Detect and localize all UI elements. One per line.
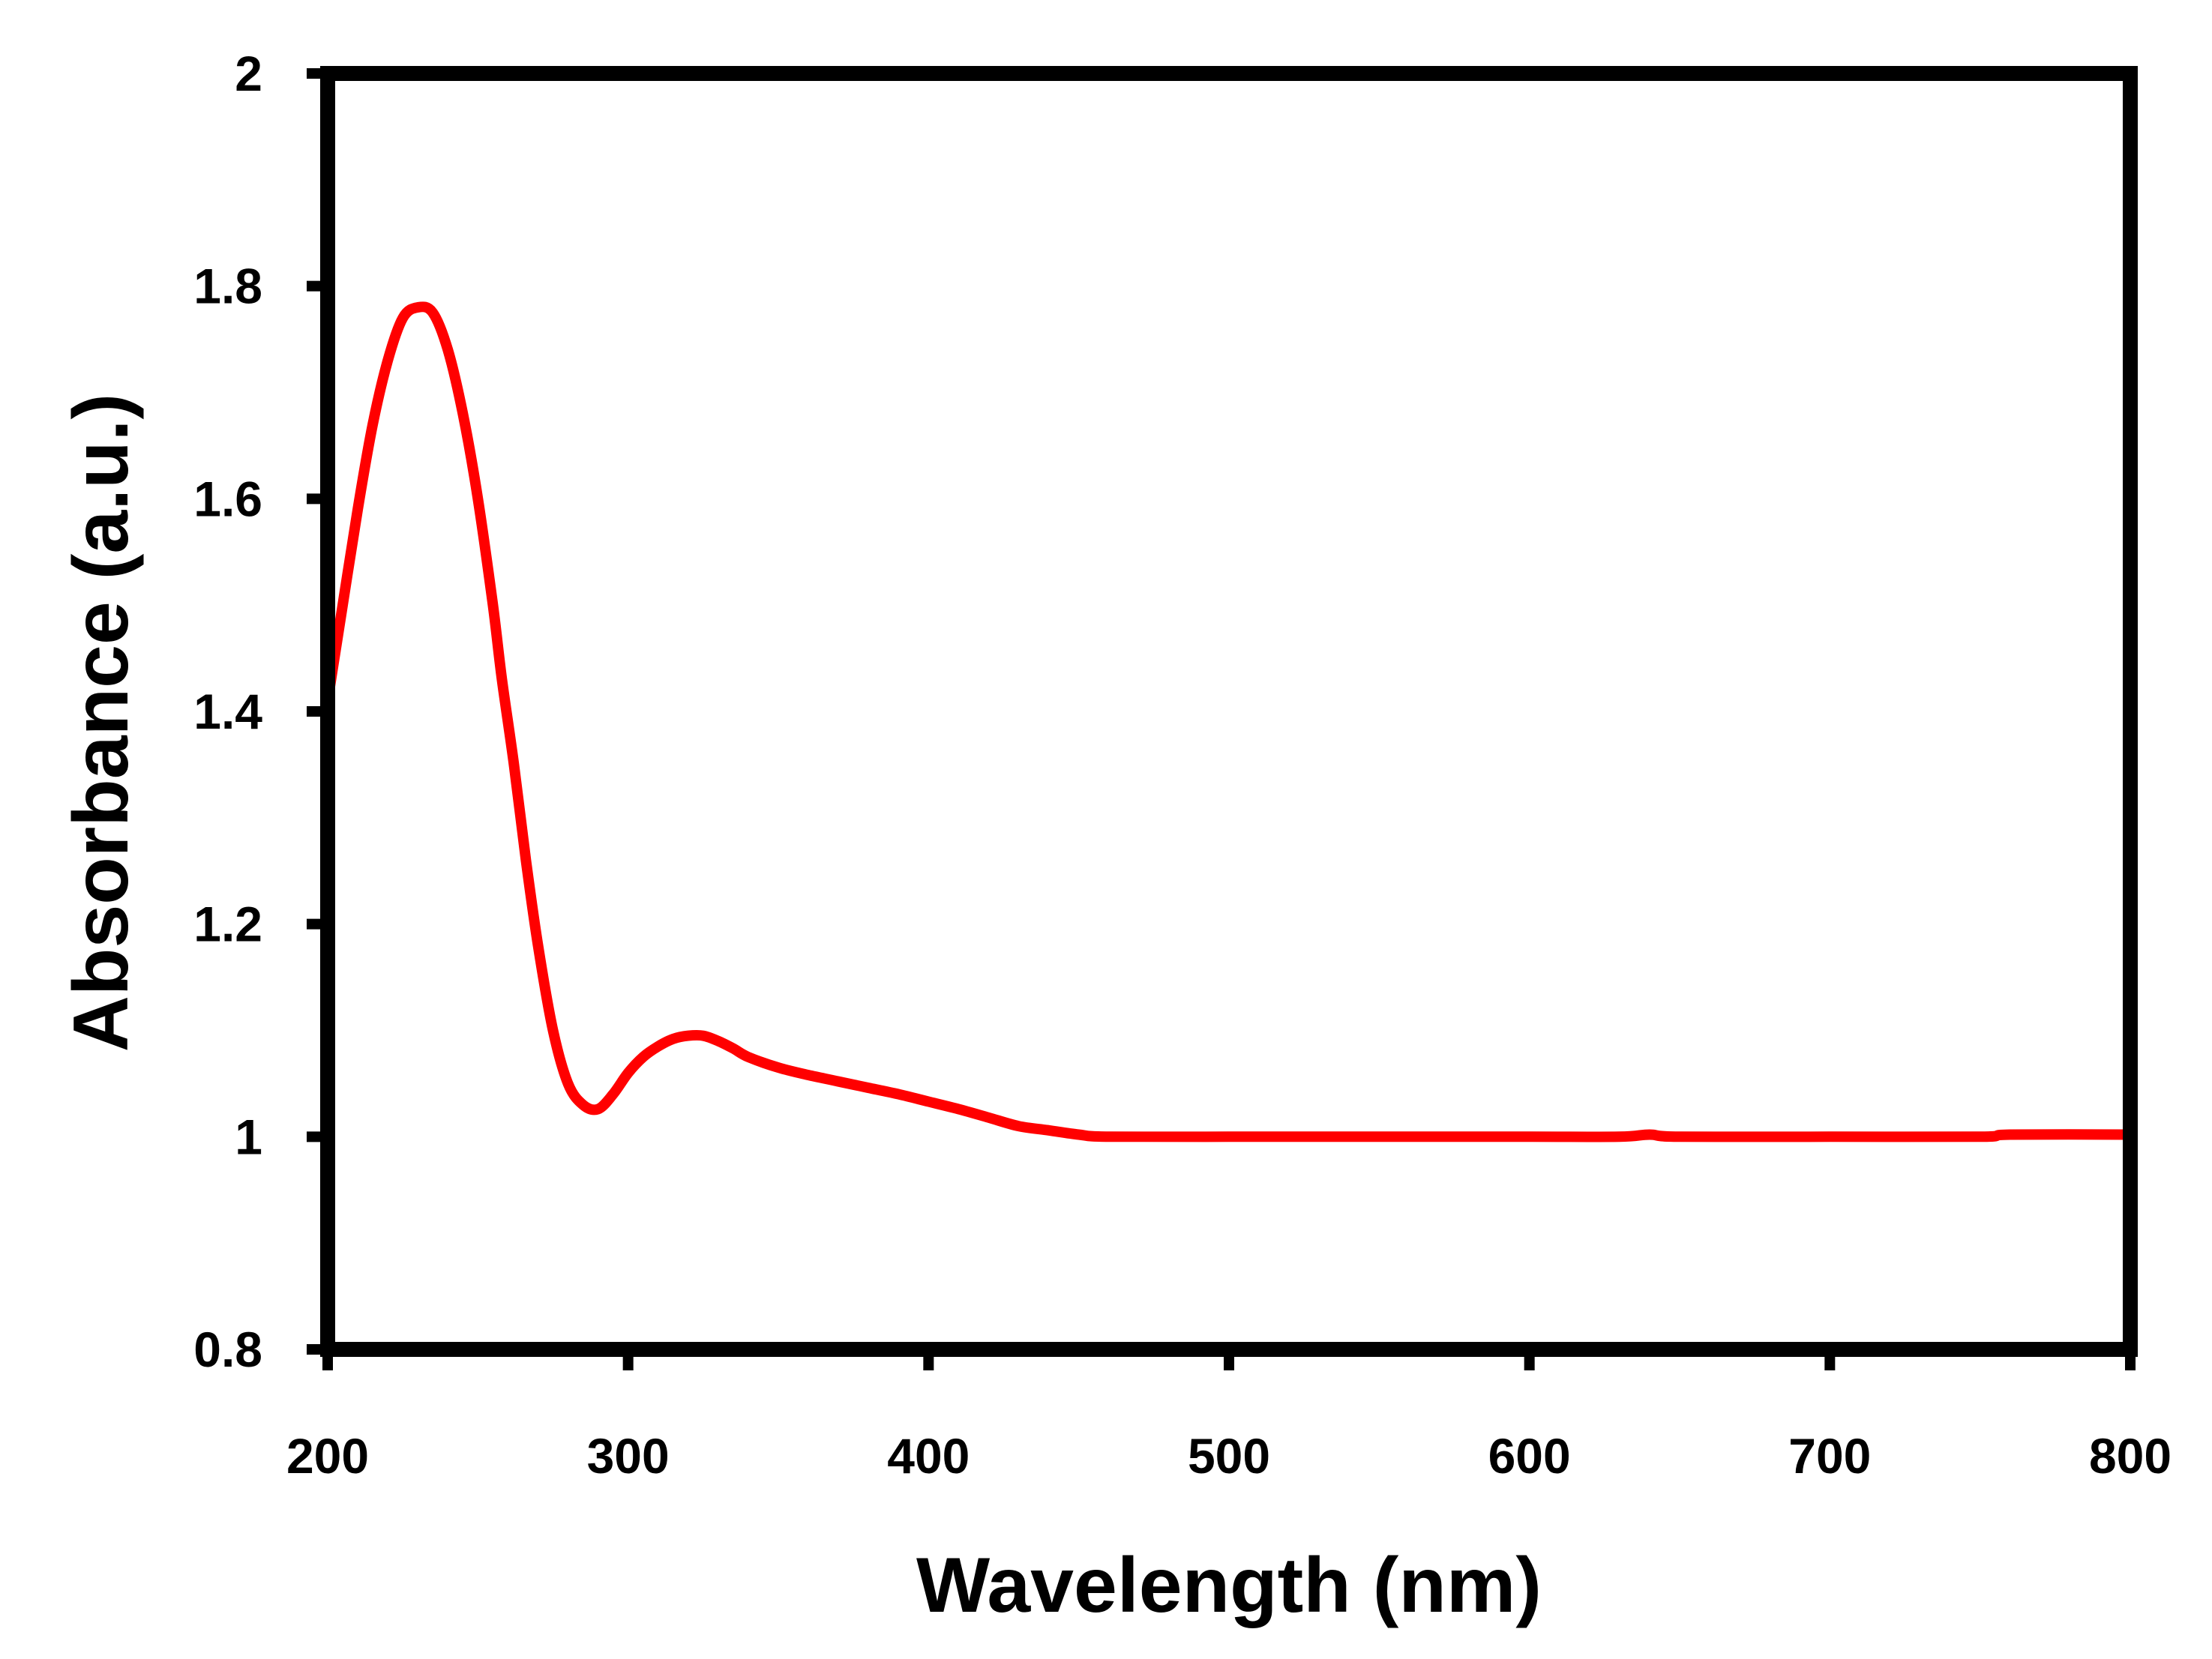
x-tick-label: 600	[1488, 1428, 1571, 1484]
x-tick-label: 500	[1188, 1428, 1270, 1484]
y-tick-label: 1.8	[193, 259, 262, 314]
x-tick-label: 800	[2089, 1428, 2172, 1484]
x-tick-label: 700	[1788, 1428, 1871, 1484]
x-tick-label: 200	[286, 1428, 369, 1484]
y-tick-label: 1.2	[193, 897, 262, 952]
x-tick-label: 300	[587, 1428, 670, 1484]
y-axis-title: Absorbance (a.u.)	[58, 394, 145, 1052]
y-tick-label: 1.4	[193, 684, 262, 739]
y-tick-label: 1.6	[193, 471, 262, 526]
y-tick-label: 2	[235, 46, 262, 101]
y-tick-label: 1	[235, 1109, 262, 1164]
series-layer	[322, 301, 2136, 1142]
x-axis-title: Wavelength (nm)	[916, 1542, 1542, 1629]
ticks-layer: 200 300 400 500 600 700 800 0.8 1 1.2 1.4 1.6 1.8 2	[193, 46, 2172, 1484]
y-tick-label: 0.8	[193, 1322, 262, 1377]
absorbance-series-line	[322, 301, 2136, 1142]
x-tick-label: 400	[887, 1428, 970, 1484]
